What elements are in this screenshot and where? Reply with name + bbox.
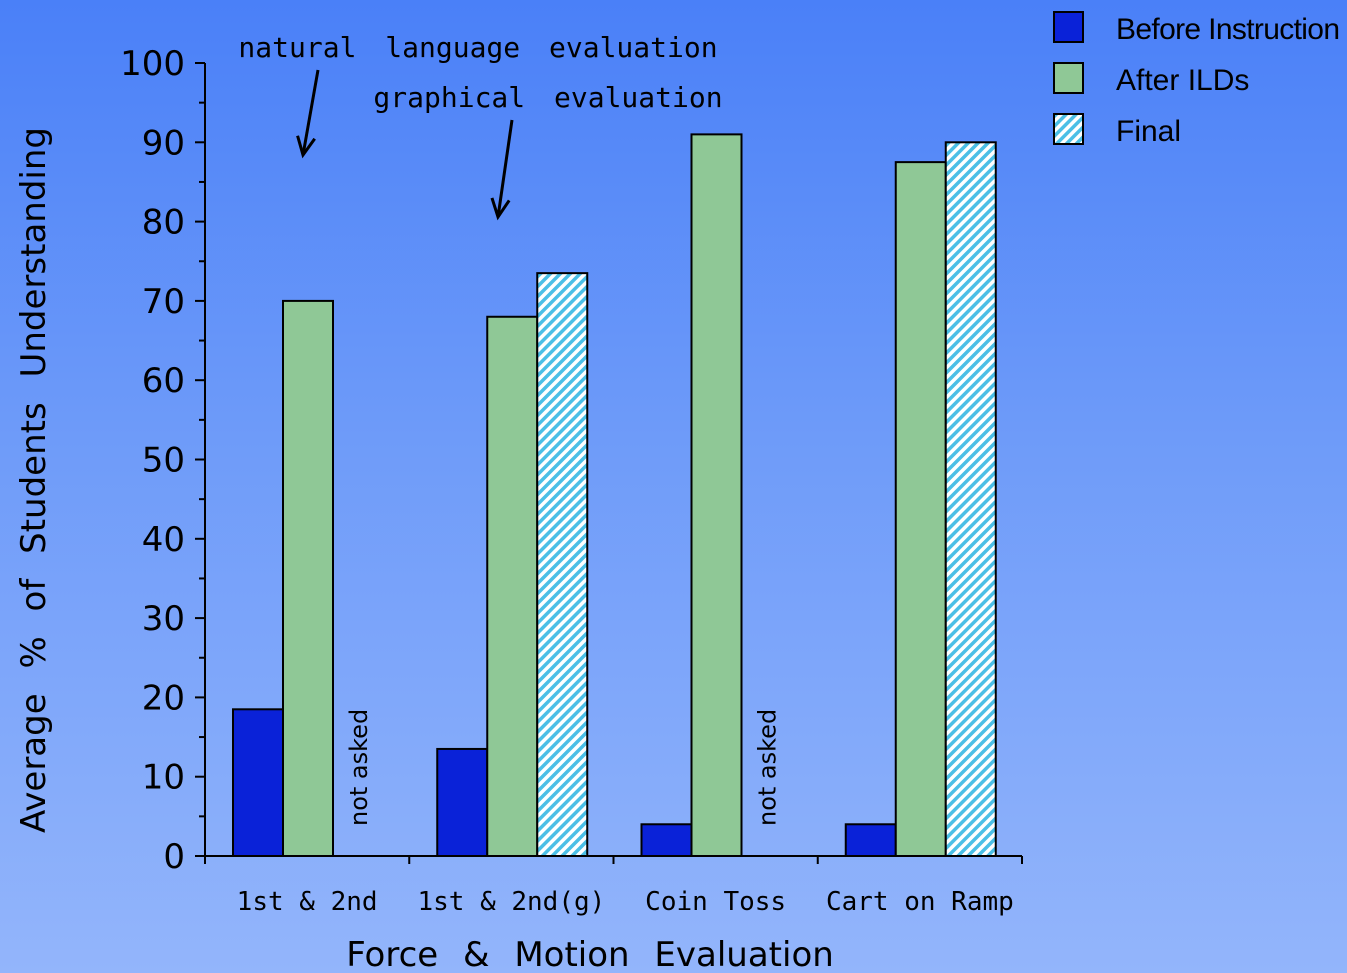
legend: Before Instruction After ILDs Final — [1053, 11, 1340, 148]
x-axis-title: Force & Motion Evaluation — [346, 935, 834, 973]
annotations: not asked not asked natural language evalu… — [238, 31, 781, 826]
y-tick-label: 80 — [142, 203, 185, 243]
bar-before-instruction-0 — [232, 708, 284, 857]
labels: 0 10 20 30 40 50 60 70 80 90 100 1st & 2nd 1st & 2nd… — [14, 44, 1014, 973]
bar-after-ilds-1 — [486, 315, 539, 857]
not-asked-label: not asked — [754, 709, 782, 826]
y-tick-label: 40 — [142, 520, 185, 560]
annotation-natural-language: natural language evaluation — [238, 31, 717, 64]
bars — [232, 133, 997, 858]
bar-final-3 — [944, 141, 997, 858]
arrow-natural-language — [296, 69, 320, 159]
bar-before-instruction-3 — [844, 823, 897, 858]
y-tick-label: 0 — [163, 837, 185, 877]
x-category-label: 1st & 2nd(g) — [417, 887, 605, 917]
arrow-graphical — [490, 119, 514, 221]
y-tick-label: 90 — [142, 123, 185, 163]
y-tick-label: 100 — [120, 44, 185, 84]
y-tick-label: 10 — [142, 758, 185, 798]
legend-swatch — [1053, 113, 1084, 145]
y-tick-label: 20 — [142, 678, 185, 718]
y-tick-label: 30 — [142, 599, 185, 639]
bar-after-ilds-0 — [282, 299, 334, 857]
x-category-label: 1st & 2nd — [237, 887, 378, 917]
legend-label: After ILDs — [1116, 64, 1249, 97]
x-category-label: Coin Toss — [645, 887, 786, 917]
x-category-label: Cart on Ramp — [826, 887, 1014, 917]
y-tick-label: 70 — [142, 282, 185, 322]
annotation-graphical: graphical evaluation — [373, 81, 722, 114]
y-axis-title: Average % of Students Understanding — [14, 127, 54, 833]
bar-before-instruction-1 — [436, 747, 489, 858]
legend-swatch — [1053, 62, 1084, 94]
bar-final-1 — [536, 272, 589, 857]
not-asked-label: not asked — [345, 709, 373, 826]
legend-label: Final — [1116, 115, 1181, 148]
bar-after-ilds-3 — [894, 161, 947, 857]
bar-before-instruction-2 — [640, 823, 693, 858]
legend-swatch — [1053, 11, 1084, 43]
legend-label: Before Instruction — [1116, 13, 1340, 46]
y-tick-label: 60 — [142, 361, 185, 401]
bar-after-ilds-2 — [690, 133, 743, 857]
y-tick-label: 50 — [142, 441, 185, 481]
